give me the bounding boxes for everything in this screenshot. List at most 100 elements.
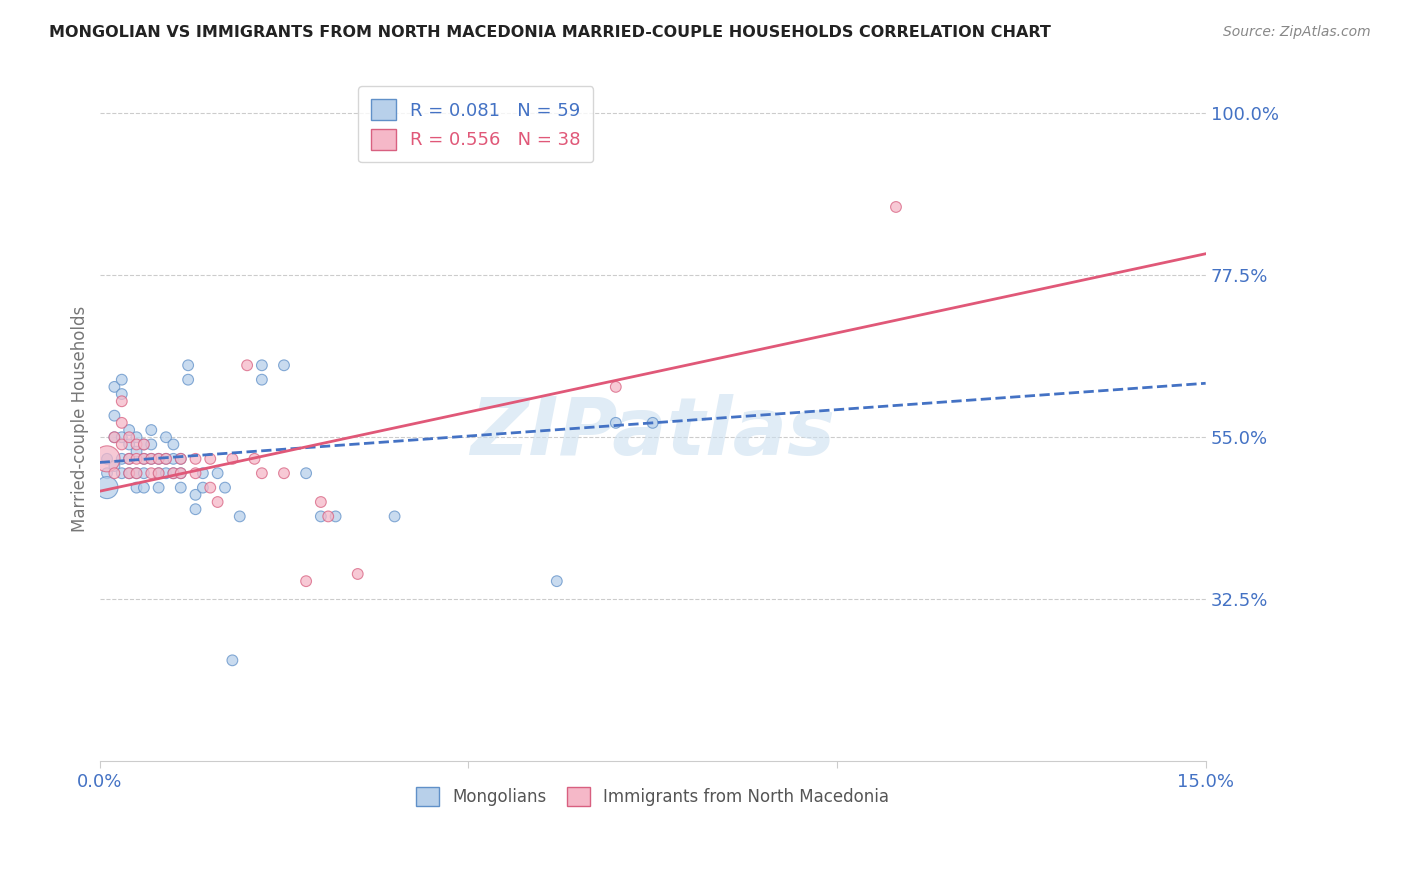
Point: [125, 467, 148, 481]
Point: [118, 467, 141, 481]
Text: Source: ZipAtlas.com: Source: ZipAtlas.com: [1223, 25, 1371, 39]
Point: [316, 509, 339, 524]
Point: [125, 430, 148, 444]
Point: [162, 437, 184, 451]
Point: [96, 481, 118, 495]
Point: [103, 380, 125, 394]
Text: MONGOLIAN VS IMMIGRANTS FROM NORTH MACEDONIA MARRIED-COUPLE HOUSEHOLDS CORRELATI: MONGOLIAN VS IMMIGRANTS FROM NORTH MACED…: [49, 25, 1052, 40]
Point: [214, 481, 236, 495]
Point: [111, 387, 134, 401]
Point: [132, 437, 155, 451]
Point: [103, 409, 125, 423]
Point: [111, 451, 134, 466]
Point: [641, 416, 664, 430]
Point: [118, 467, 141, 481]
Point: [111, 437, 134, 451]
Point: [125, 437, 148, 451]
Point: [111, 373, 134, 387]
Point: [250, 373, 273, 387]
Point: [155, 430, 177, 444]
Point: [155, 451, 177, 466]
Point: [884, 200, 907, 214]
Point: [132, 481, 155, 495]
Point: [346, 566, 368, 581]
Point: [96, 451, 118, 466]
Point: [184, 502, 207, 516]
Point: [546, 574, 568, 589]
Point: [309, 509, 332, 524]
Point: [118, 430, 141, 444]
Point: [118, 451, 141, 466]
Point: [229, 509, 252, 524]
Point: [132, 467, 155, 481]
Point: [148, 467, 170, 481]
Point: [191, 467, 214, 481]
Point: [221, 451, 243, 466]
Point: [170, 467, 193, 481]
Point: [325, 509, 347, 524]
Point: [148, 451, 170, 466]
Point: [155, 467, 177, 481]
Point: [111, 467, 134, 481]
Point: [170, 451, 193, 466]
Point: [125, 444, 148, 458]
Point: [207, 467, 229, 481]
Point: [207, 495, 229, 509]
Point: [118, 437, 141, 451]
Point: [200, 451, 222, 466]
Point: [141, 437, 163, 451]
Point: [162, 467, 184, 481]
Point: [184, 451, 207, 466]
Point: [170, 467, 193, 481]
Point: [273, 467, 295, 481]
Text: ZIPatlas: ZIPatlas: [470, 394, 835, 472]
Point: [111, 416, 134, 430]
Point: [148, 451, 170, 466]
Point: [141, 451, 163, 466]
Point: [155, 451, 177, 466]
Point: [177, 359, 200, 373]
Y-axis label: Married-couple Households: Married-couple Households: [72, 306, 89, 533]
Point: [309, 495, 332, 509]
Point: [243, 451, 266, 466]
Point: [132, 451, 155, 466]
Point: [103, 430, 125, 444]
Point: [184, 467, 207, 481]
Point: [141, 451, 163, 466]
Point: [141, 423, 163, 437]
Point: [141, 467, 163, 481]
Point: [148, 481, 170, 495]
Point: [162, 451, 184, 466]
Point: [236, 359, 259, 373]
Point: [250, 467, 273, 481]
Point: [605, 416, 627, 430]
Point: [125, 467, 148, 481]
Point: [605, 380, 627, 394]
Point: [132, 437, 155, 451]
Point: [295, 574, 318, 589]
Legend: Mongolians, Immigrants from North Macedonia: Mongolians, Immigrants from North Macedo…: [408, 779, 898, 814]
Point: [191, 481, 214, 495]
Point: [96, 451, 118, 466]
Point: [96, 467, 118, 481]
Point: [103, 458, 125, 473]
Point: [118, 451, 141, 466]
Point: [111, 430, 134, 444]
Point: [273, 359, 295, 373]
Point: [384, 509, 406, 524]
Point: [103, 430, 125, 444]
Point: [184, 488, 207, 502]
Point: [221, 653, 243, 667]
Point: [125, 481, 148, 495]
Point: [200, 481, 222, 495]
Point: [125, 451, 148, 466]
Point: [295, 467, 318, 481]
Point: [162, 467, 184, 481]
Point: [170, 481, 193, 495]
Point: [111, 394, 134, 409]
Point: [118, 423, 141, 437]
Point: [250, 359, 273, 373]
Point: [132, 451, 155, 466]
Point: [148, 467, 170, 481]
Point: [103, 467, 125, 481]
